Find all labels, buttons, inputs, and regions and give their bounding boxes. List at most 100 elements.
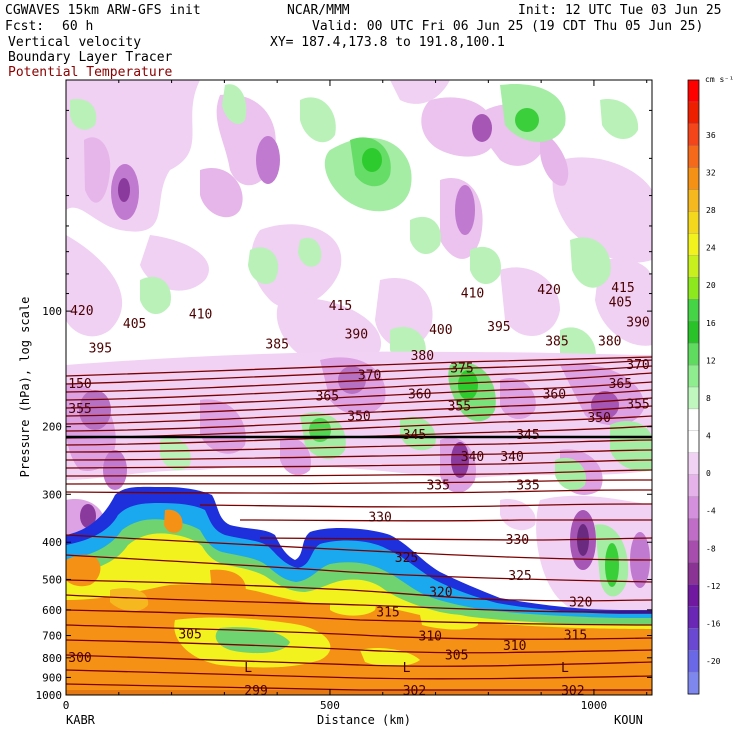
- colorbar-swatch: [687, 430, 700, 454]
- isentrope-label: 420: [537, 283, 560, 298]
- isentrope-label: 385: [545, 335, 568, 350]
- colorbar-swatch: [687, 167, 700, 191]
- colorbar-label: 24: [706, 244, 716, 253]
- colorbar-label: 4: [706, 432, 711, 441]
- colorbar-swatch: [687, 649, 700, 673]
- model-title: CGWAVES 15km ARW-GFS init: [5, 3, 201, 18]
- isentrope-label: 330: [506, 533, 529, 548]
- low-marker: L: [403, 661, 411, 676]
- isentrope-label: 310: [503, 639, 526, 654]
- isentrope-label: 302: [403, 684, 426, 699]
- y-tick-label: 400: [42, 536, 62, 549]
- colorbar-swatch: [687, 408, 700, 432]
- isentrope-label: 315: [376, 606, 399, 621]
- cross-section-endpoints: XY= 187.4,173.8 to 191.8,100.1: [270, 35, 505, 50]
- boundary-layer-tracer-field: [66, 486, 652, 695]
- isentrope-label: 355: [626, 397, 649, 412]
- colorbar-label: -12: [706, 582, 721, 591]
- colorbar-swatch: [687, 562, 700, 585]
- isentrope-label: 395: [89, 341, 112, 356]
- colorbar-frame: [687, 79, 700, 695]
- colorbar-label: 20: [706, 281, 716, 290]
- isentrope-label: 320: [569, 596, 592, 611]
- colorbar-swatch: [687, 584, 700, 607]
- isentrope-label: 415: [611, 281, 634, 296]
- org-label: NCAR/MMM: [287, 3, 350, 18]
- isentrope-label: 375: [450, 361, 473, 376]
- isentrope-label: 400: [429, 323, 452, 338]
- isentrope-label: 300: [68, 651, 91, 666]
- colorbar-swatch: [687, 452, 700, 476]
- isentrope-label: 325: [508, 569, 531, 584]
- isentrope-label: 345: [516, 428, 539, 443]
- y-tick-label: 700: [42, 630, 62, 643]
- colorbar-swatch: [687, 277, 700, 300]
- isentrope-label: 360: [543, 388, 566, 403]
- colorbar-swatch: [687, 255, 700, 278]
- colorbar-swatch: [687, 145, 700, 169]
- isentrope-label: 355: [68, 402, 91, 417]
- forecast-label: Fcst:: [5, 19, 45, 34]
- isentrope-label: 345: [403, 428, 426, 443]
- isentrope-label: 315: [564, 629, 587, 644]
- isentrope-label: 365: [316, 390, 339, 405]
- low-marker: L: [561, 661, 569, 676]
- isentrope-label: 150: [68, 377, 91, 392]
- colorbar-swatch: [687, 474, 700, 498]
- left-station-label: KABR: [66, 713, 96, 727]
- isentrope-label: 395: [487, 320, 510, 335]
- isentrope-label: 390: [626, 315, 649, 330]
- colorbar-swatch: [687, 671, 700, 695]
- isentrope-label: 385: [265, 337, 288, 352]
- colorbar-swatch: [687, 233, 700, 256]
- x-axis: 0 500 1000: [63, 80, 648, 712]
- isentrope-label: 405: [609, 296, 632, 311]
- colorbar-label: 0: [706, 469, 711, 478]
- valid-time: Valid: 00 UTC Fri 06 Jun 25 (19 CDT Thu …: [312, 19, 704, 34]
- isentrope-label: 302: [561, 684, 584, 699]
- colorbar-label: -8: [706, 544, 716, 553]
- isentrope-label: 335: [426, 479, 449, 494]
- y-tick-label: 200: [42, 421, 62, 434]
- potential-temperature-isentropes: [66, 356, 652, 691]
- colorbar-swatch: [687, 606, 700, 629]
- isentrope-label: 410: [461, 287, 484, 302]
- isentrope-label: 410: [189, 307, 212, 322]
- isentrope-label: 390: [345, 327, 368, 342]
- colorbar-label: -4: [706, 507, 716, 516]
- isentrope-label: 405: [123, 317, 146, 332]
- colorbar-swatch: [687, 364, 700, 388]
- forecast-hour: 60 h: [62, 19, 94, 34]
- y-tick-label: 100: [42, 305, 62, 318]
- field-boundary-layer-tracer: Boundary Layer Tracer: [8, 50, 173, 65]
- y-tick-label: 500: [42, 573, 62, 586]
- isentrope-label: 305: [445, 649, 468, 664]
- isentrope-label: 360: [408, 388, 431, 403]
- colorbar-label: 28: [706, 206, 716, 215]
- y-axis: 100 200 300 400 500 600 700 800 900 1000: [36, 109, 652, 702]
- isentrope-label: 380: [411, 349, 434, 364]
- colorbar-swatch: [687, 211, 700, 235]
- isentrope-label: 350: [347, 409, 370, 424]
- isentrope-label: 420: [70, 304, 93, 319]
- isentrope-label: 335: [516, 479, 539, 494]
- field-potential-temperature: Potential Temperature: [8, 65, 173, 80]
- colorbar: 36 32 28 24 20 16 12 8 4 0 -4 -8 -12 -16 -20: [687, 79, 721, 695]
- colorbar-swatch: [687, 101, 700, 125]
- colorbar-label: -20: [706, 657, 721, 666]
- colorbar-label: 32: [706, 168, 716, 177]
- colorbar-swatch: [687, 540, 700, 563]
- isentrope-label: 380: [598, 335, 621, 350]
- y-tick-label: 300: [42, 488, 62, 501]
- isentrope-label: 350: [587, 411, 610, 426]
- x-tick-label: 500: [320, 699, 340, 712]
- x-tick-label: 1000: [581, 699, 608, 712]
- colorbar-label: 12: [706, 356, 716, 365]
- isentrope-label: 370: [626, 358, 649, 373]
- isentrope-label: 365: [609, 377, 632, 392]
- colorbar-swatch: [687, 496, 700, 520]
